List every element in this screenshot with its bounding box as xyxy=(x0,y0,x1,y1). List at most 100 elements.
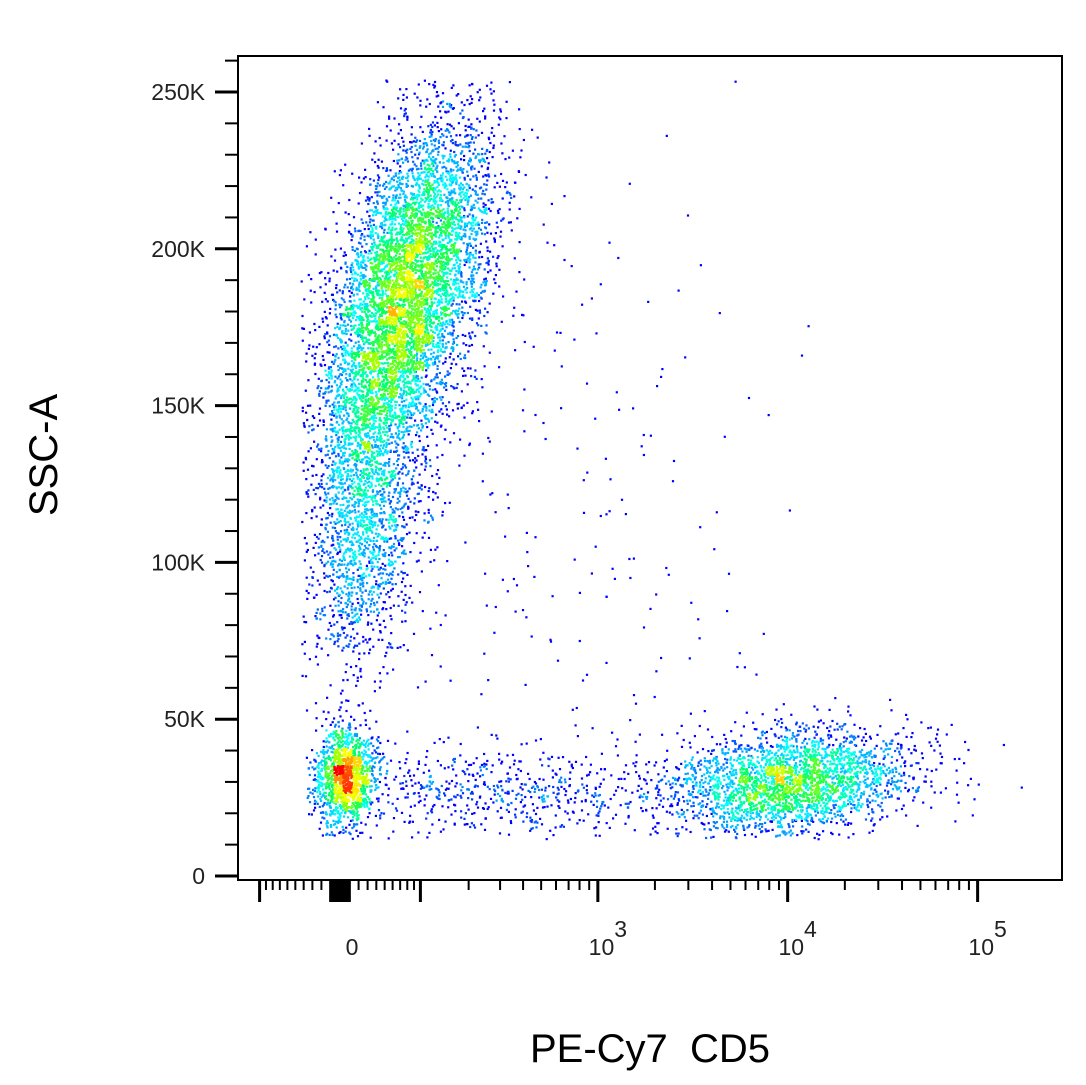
event-dot xyxy=(525,616,528,619)
event-dot xyxy=(471,812,474,815)
event-dot xyxy=(399,187,402,190)
event-dot xyxy=(427,508,430,511)
event-dot xyxy=(513,306,516,309)
event-dot xyxy=(377,611,381,614)
event-dot xyxy=(418,146,421,149)
event-dot xyxy=(869,752,872,755)
event-dot xyxy=(399,107,403,110)
event-dot xyxy=(309,447,312,450)
event-dot xyxy=(330,418,333,421)
event-dot xyxy=(363,228,366,231)
event-dot xyxy=(337,446,340,449)
event-dot xyxy=(901,756,904,759)
event-dot xyxy=(361,450,365,453)
event-dot xyxy=(472,274,475,277)
event-dot xyxy=(330,587,333,590)
event-dot xyxy=(684,356,687,359)
event-dot xyxy=(808,823,811,826)
event-dot xyxy=(491,156,494,159)
event-dot xyxy=(315,486,318,490)
event-dot xyxy=(446,373,449,376)
event-dot xyxy=(388,482,391,485)
event-dot xyxy=(305,360,308,363)
event-dot xyxy=(464,773,467,776)
event-dot xyxy=(384,783,387,786)
event-dot xyxy=(363,652,366,655)
event-dot xyxy=(339,247,342,250)
event-dot xyxy=(342,420,345,423)
event-dot xyxy=(377,809,381,812)
event-dot xyxy=(391,478,394,481)
event-dot xyxy=(836,814,840,817)
event-dot xyxy=(441,382,444,385)
event-dot xyxy=(812,820,815,823)
event-dot xyxy=(398,543,401,546)
event-dot xyxy=(435,473,438,476)
event-dot xyxy=(382,567,385,571)
event-dot xyxy=(393,510,396,513)
event-dot xyxy=(851,736,854,739)
event-dot xyxy=(374,757,377,760)
event-dot xyxy=(486,311,489,314)
event-dot xyxy=(780,735,783,738)
event-dot xyxy=(336,551,340,554)
event-dot xyxy=(478,299,481,303)
event-dot xyxy=(890,761,893,764)
event-dot xyxy=(797,733,800,736)
event-dot xyxy=(428,780,431,783)
event-dot xyxy=(327,271,330,275)
event-dot xyxy=(326,536,329,539)
event-dot xyxy=(371,531,374,534)
event-dot xyxy=(340,418,343,421)
event-dot xyxy=(735,827,738,830)
event-dot xyxy=(444,405,447,408)
events-layer xyxy=(300,79,1023,841)
event-dot xyxy=(459,279,462,282)
event-dot xyxy=(522,820,525,823)
event-dot xyxy=(632,694,636,697)
event-dot xyxy=(376,182,379,185)
event-dot xyxy=(460,220,464,223)
event-dot xyxy=(876,795,879,798)
event-dot xyxy=(800,746,803,749)
event-dot xyxy=(415,532,418,535)
event-dot xyxy=(327,465,330,468)
event-dot xyxy=(329,604,332,607)
event-dot xyxy=(897,732,900,735)
event-dot xyxy=(487,199,490,202)
event-dot xyxy=(452,358,455,361)
event-dot xyxy=(532,785,535,788)
event-dot xyxy=(356,348,359,351)
event-dot xyxy=(355,252,359,256)
event-dot xyxy=(507,833,511,836)
event-dot xyxy=(800,819,803,822)
event-dot xyxy=(400,171,403,174)
event-dot xyxy=(404,620,407,623)
event-dot xyxy=(378,176,381,179)
event-dot xyxy=(739,819,742,822)
event-dot xyxy=(354,727,357,730)
event-dot xyxy=(863,756,866,759)
event-dot xyxy=(792,745,795,748)
event-dot xyxy=(497,211,500,215)
event-dot xyxy=(341,332,344,335)
event-dot xyxy=(455,386,458,389)
event-dot xyxy=(374,788,377,791)
event-dot xyxy=(347,613,350,616)
event-dot xyxy=(314,759,317,762)
event-dot xyxy=(407,451,410,454)
event-dot xyxy=(624,789,627,792)
event-dot xyxy=(653,695,656,699)
event-dot xyxy=(682,810,685,814)
event-dot xyxy=(459,259,462,262)
event-dot xyxy=(868,831,871,834)
event-dot xyxy=(467,125,470,128)
event-dot xyxy=(333,547,336,550)
event-dot xyxy=(419,354,423,357)
event-dot xyxy=(439,764,442,767)
event-dot xyxy=(337,532,340,535)
event-dot xyxy=(436,421,439,424)
event-dot xyxy=(834,782,837,785)
event-dot xyxy=(608,510,611,513)
event-dot xyxy=(347,464,350,467)
